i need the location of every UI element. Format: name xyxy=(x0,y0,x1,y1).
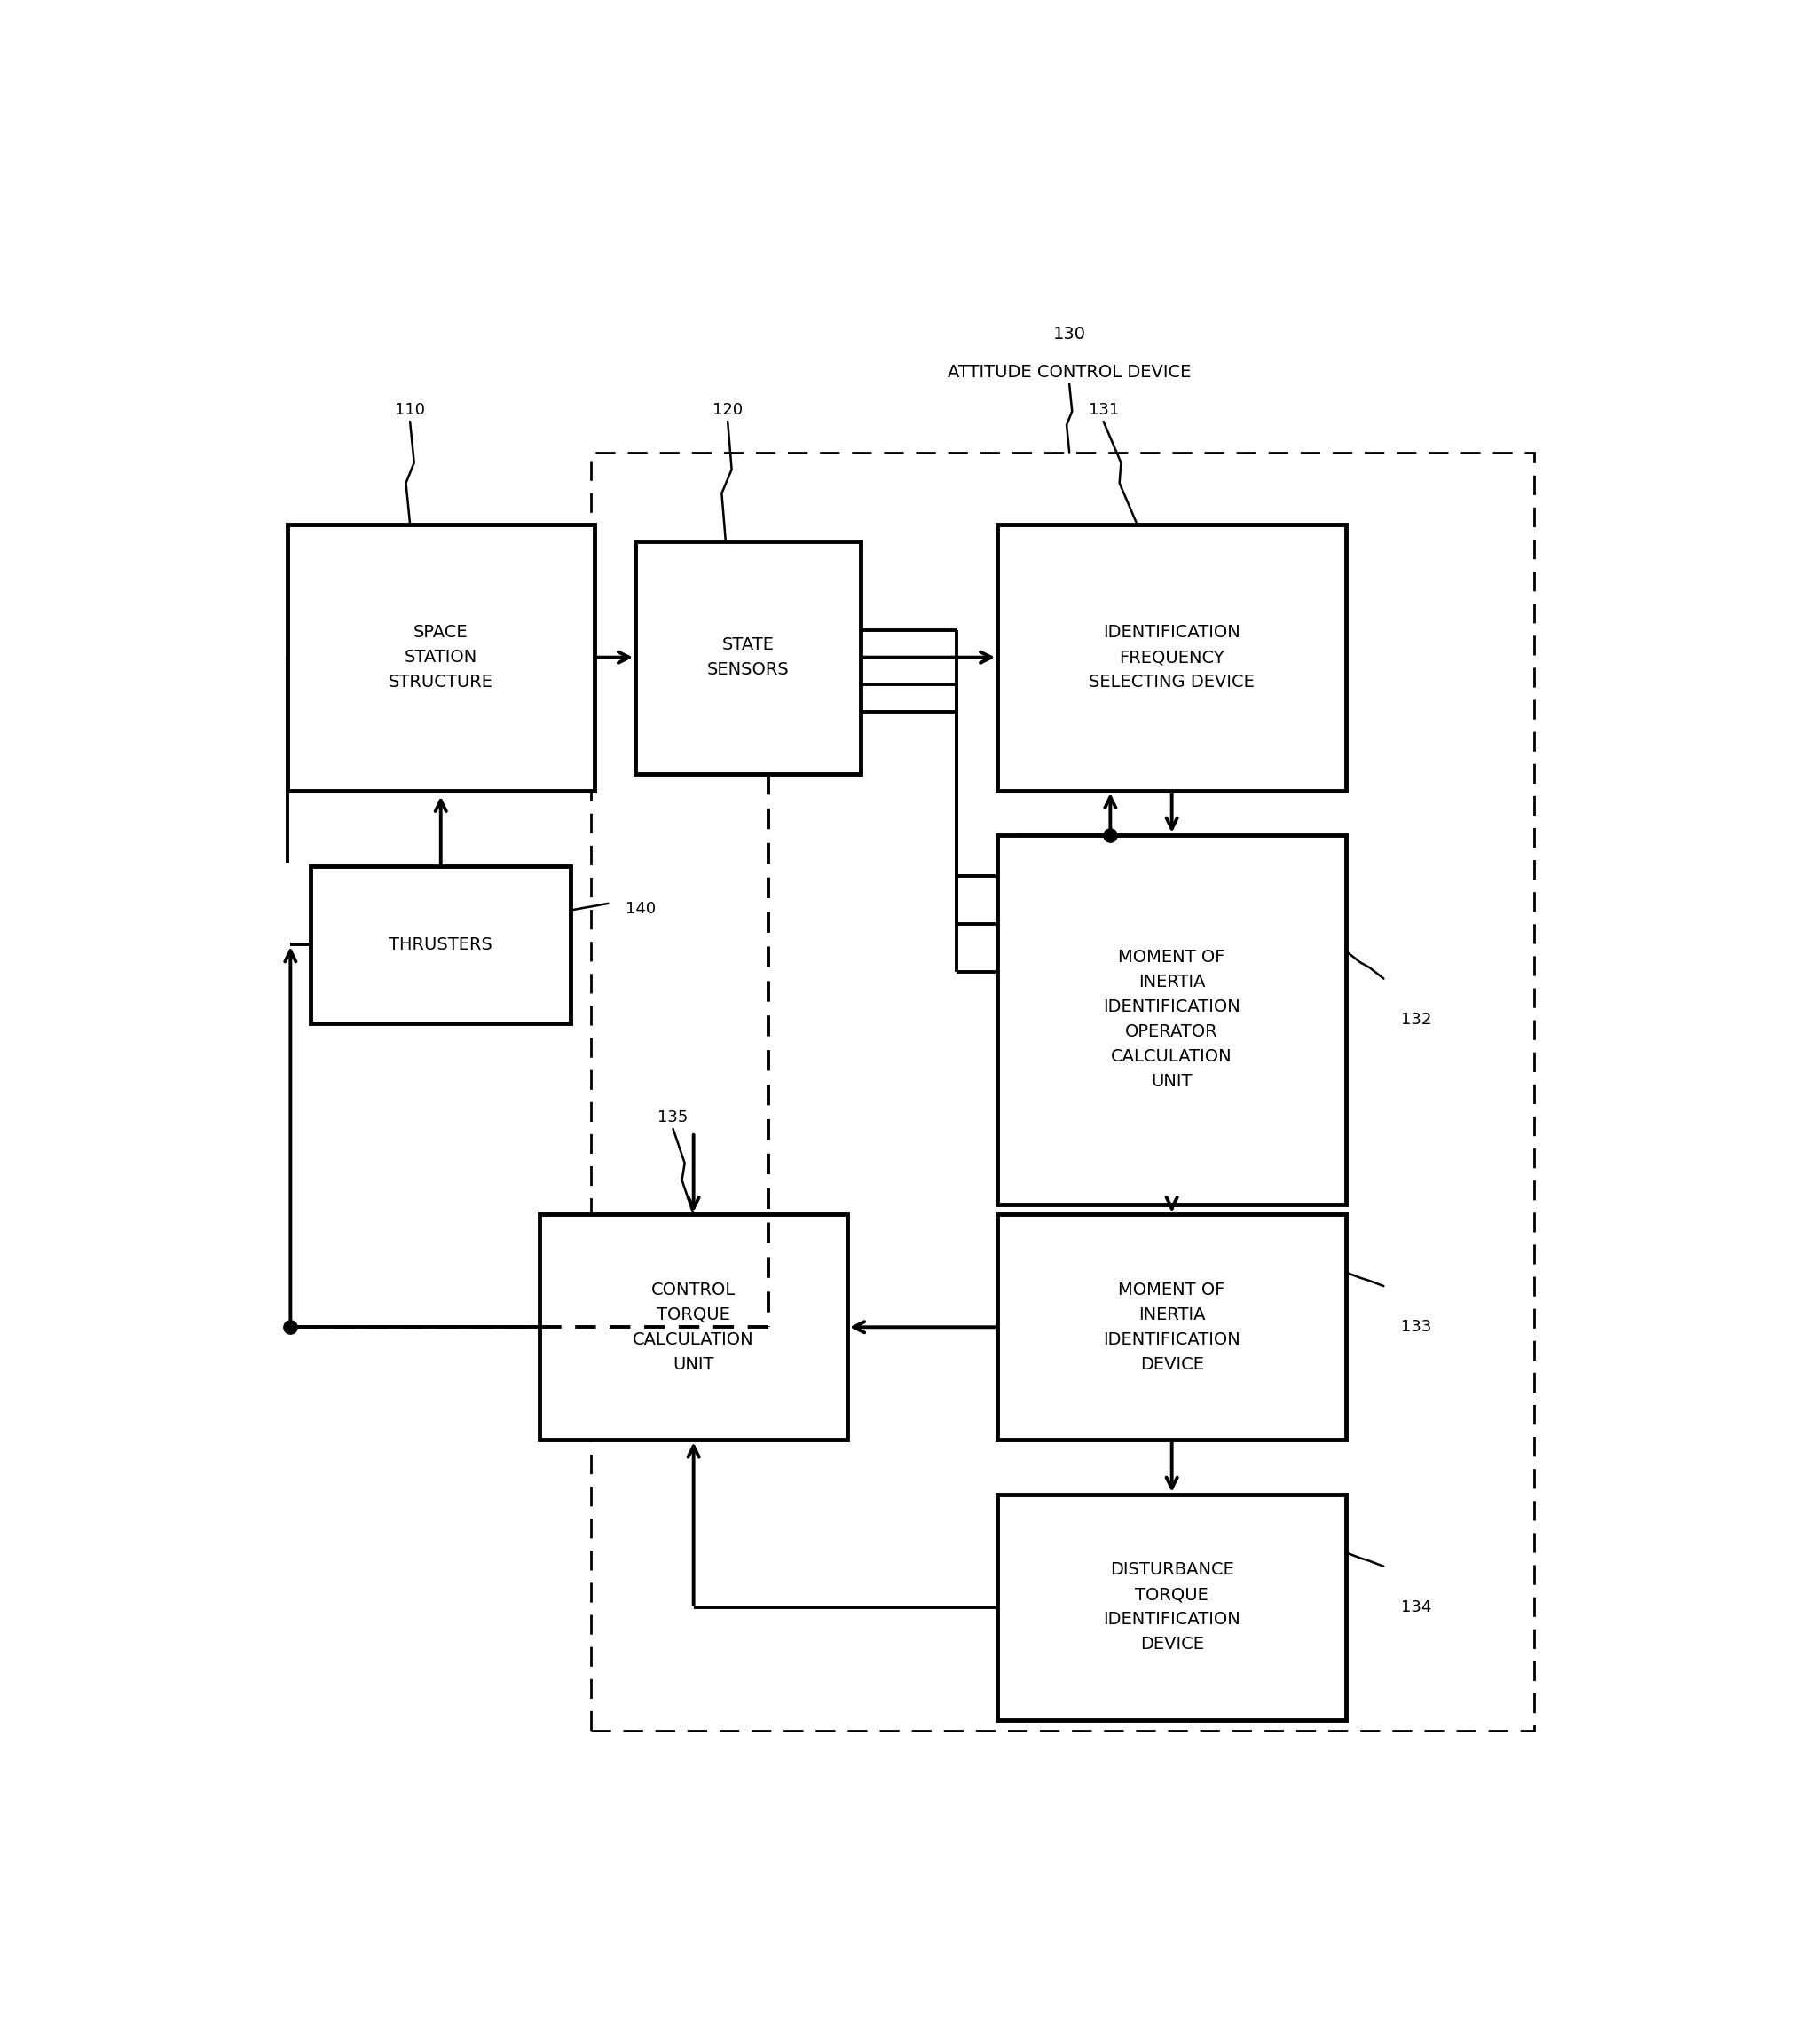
Bar xyxy=(996,1494,1346,1721)
Bar xyxy=(311,867,571,1022)
Bar xyxy=(635,542,860,773)
Text: MOMENT OF
INERTIA
IDENTIFICATION
OPERATOR
CALCULATION
UNIT: MOMENT OF INERTIA IDENTIFICATION OPERATO… xyxy=(1102,948,1240,1089)
Bar xyxy=(996,1214,1346,1439)
Bar xyxy=(996,836,1346,1204)
Text: SPACE
STATION
STRUCTURE: SPACE STATION STRUCTURE xyxy=(388,623,494,691)
Text: STATE
SENSORS: STATE SENSORS xyxy=(707,636,790,679)
Text: 110: 110 xyxy=(395,403,425,419)
Bar xyxy=(591,452,1533,1731)
Text: 133: 133 xyxy=(1400,1318,1431,1335)
Text: 134: 134 xyxy=(1400,1598,1431,1615)
Bar xyxy=(996,523,1346,791)
Text: 131: 131 xyxy=(1088,403,1118,419)
Text: THRUSTERS: THRUSTERS xyxy=(390,936,492,953)
Text: 135: 135 xyxy=(657,1110,687,1126)
Text: 120: 120 xyxy=(713,403,743,419)
Bar xyxy=(540,1214,847,1439)
Text: 132: 132 xyxy=(1400,1012,1431,1028)
Text: DISTURBANCE
TORQUE
IDENTIFICATION
DEVICE: DISTURBANCE TORQUE IDENTIFICATION DEVICE xyxy=(1102,1562,1240,1654)
Text: IDENTIFICATION
FREQUENCY
SELECTING DEVICE: IDENTIFICATION FREQUENCY SELECTING DEVIC… xyxy=(1088,623,1255,691)
Text: 130: 130 xyxy=(1052,327,1086,343)
Text: MOMENT OF
INERTIA
IDENTIFICATION
DEVICE: MOMENT OF INERTIA IDENTIFICATION DEVICE xyxy=(1102,1282,1240,1374)
Text: ATTITUDE CONTROL DEVICE: ATTITUDE CONTROL DEVICE xyxy=(948,364,1190,380)
Text: CONTROL
TORQUE
CALCULATION
UNIT: CONTROL TORQUE CALCULATION UNIT xyxy=(632,1282,754,1374)
Text: 140: 140 xyxy=(625,901,655,918)
Bar xyxy=(287,523,594,791)
